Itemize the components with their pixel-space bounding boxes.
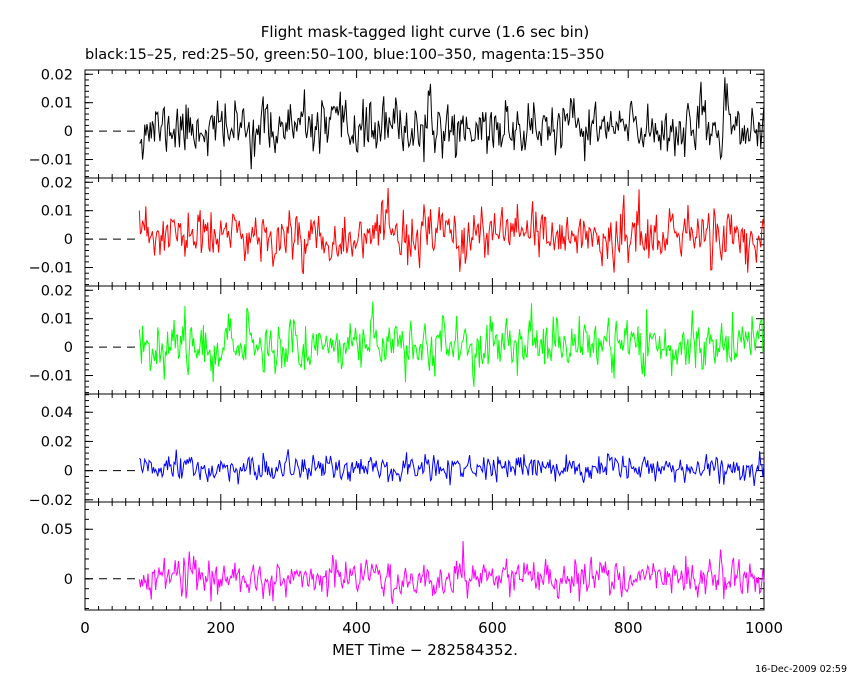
panels-layer: 0.02 0.01 0 −0.01 0.02 0.01 0 −0.01 0.02 0.01 0 −0.… bbox=[29, 67, 765, 611]
y-tick-label: −0.01 bbox=[29, 153, 73, 169]
y-tick-label: −0.02 bbox=[29, 493, 73, 509]
x-tick-label: 200 bbox=[206, 619, 235, 637]
series-line-5 bbox=[138, 541, 765, 604]
y-tick-label: 0 bbox=[64, 340, 73, 356]
y-tick-label: 0.01 bbox=[41, 204, 73, 220]
chart-title: Flight mask-tagged light curve (1.6 sec … bbox=[261, 23, 589, 41]
y-tick-label: 0.01 bbox=[41, 312, 73, 328]
x-tick-label: 600 bbox=[478, 619, 507, 637]
x-tick-label: 800 bbox=[614, 619, 643, 637]
x-tick-label: 400 bbox=[342, 619, 371, 637]
y-tick-label: 0 bbox=[64, 464, 73, 480]
y-tick-label: 0 bbox=[64, 572, 73, 588]
y-tick-label: 0.01 bbox=[41, 96, 73, 112]
series-line-4 bbox=[138, 449, 765, 487]
y-tick-label: 0 bbox=[64, 232, 73, 248]
series-line-1 bbox=[139, 77, 765, 170]
y-tick-label: 0.02 bbox=[41, 175, 73, 191]
series-line-3 bbox=[138, 301, 765, 387]
y-tick-label: 0.02 bbox=[41, 283, 73, 299]
plot-timestamp: 16-Dec-2009 02:59 bbox=[755, 664, 847, 675]
y-tick-label: 0.02 bbox=[41, 434, 73, 450]
y-tick-label: 0 bbox=[64, 124, 73, 140]
panel-5: 0.05 0 bbox=[41, 501, 765, 611]
y-tick-label: −0.01 bbox=[29, 369, 73, 385]
panel-frame bbox=[84, 177, 765, 287]
x-tick-label: 0 bbox=[80, 619, 90, 637]
y-tick-label: −0.01 bbox=[29, 261, 73, 277]
panel-2: 0.02 0.01 0 −0.01 bbox=[29, 175, 765, 287]
x-axis-label: MET Time − 282584352. bbox=[332, 641, 518, 659]
panel-3: 0.02 0.01 0 −0.01 bbox=[29, 283, 765, 395]
chart-subtitle: black:15–25, red:25–50, green:50–100, bl… bbox=[85, 47, 604, 63]
panel-frame bbox=[84, 393, 765, 503]
x-tick-label: 1000 bbox=[745, 619, 783, 637]
x-axis: 0 200 400 600 800 1000 bbox=[80, 619, 783, 637]
series-line-2 bbox=[138, 188, 765, 275]
panel-frame bbox=[84, 285, 765, 395]
panel-4: 0.04 0.02 0 −0.02 bbox=[29, 393, 765, 509]
panel-1: 0.02 0.01 0 −0.01 bbox=[29, 67, 765, 179]
y-tick-label: 0.02 bbox=[41, 67, 73, 83]
y-tick-label: 0.05 bbox=[41, 522, 73, 538]
y-tick-label: 0.04 bbox=[41, 405, 73, 421]
